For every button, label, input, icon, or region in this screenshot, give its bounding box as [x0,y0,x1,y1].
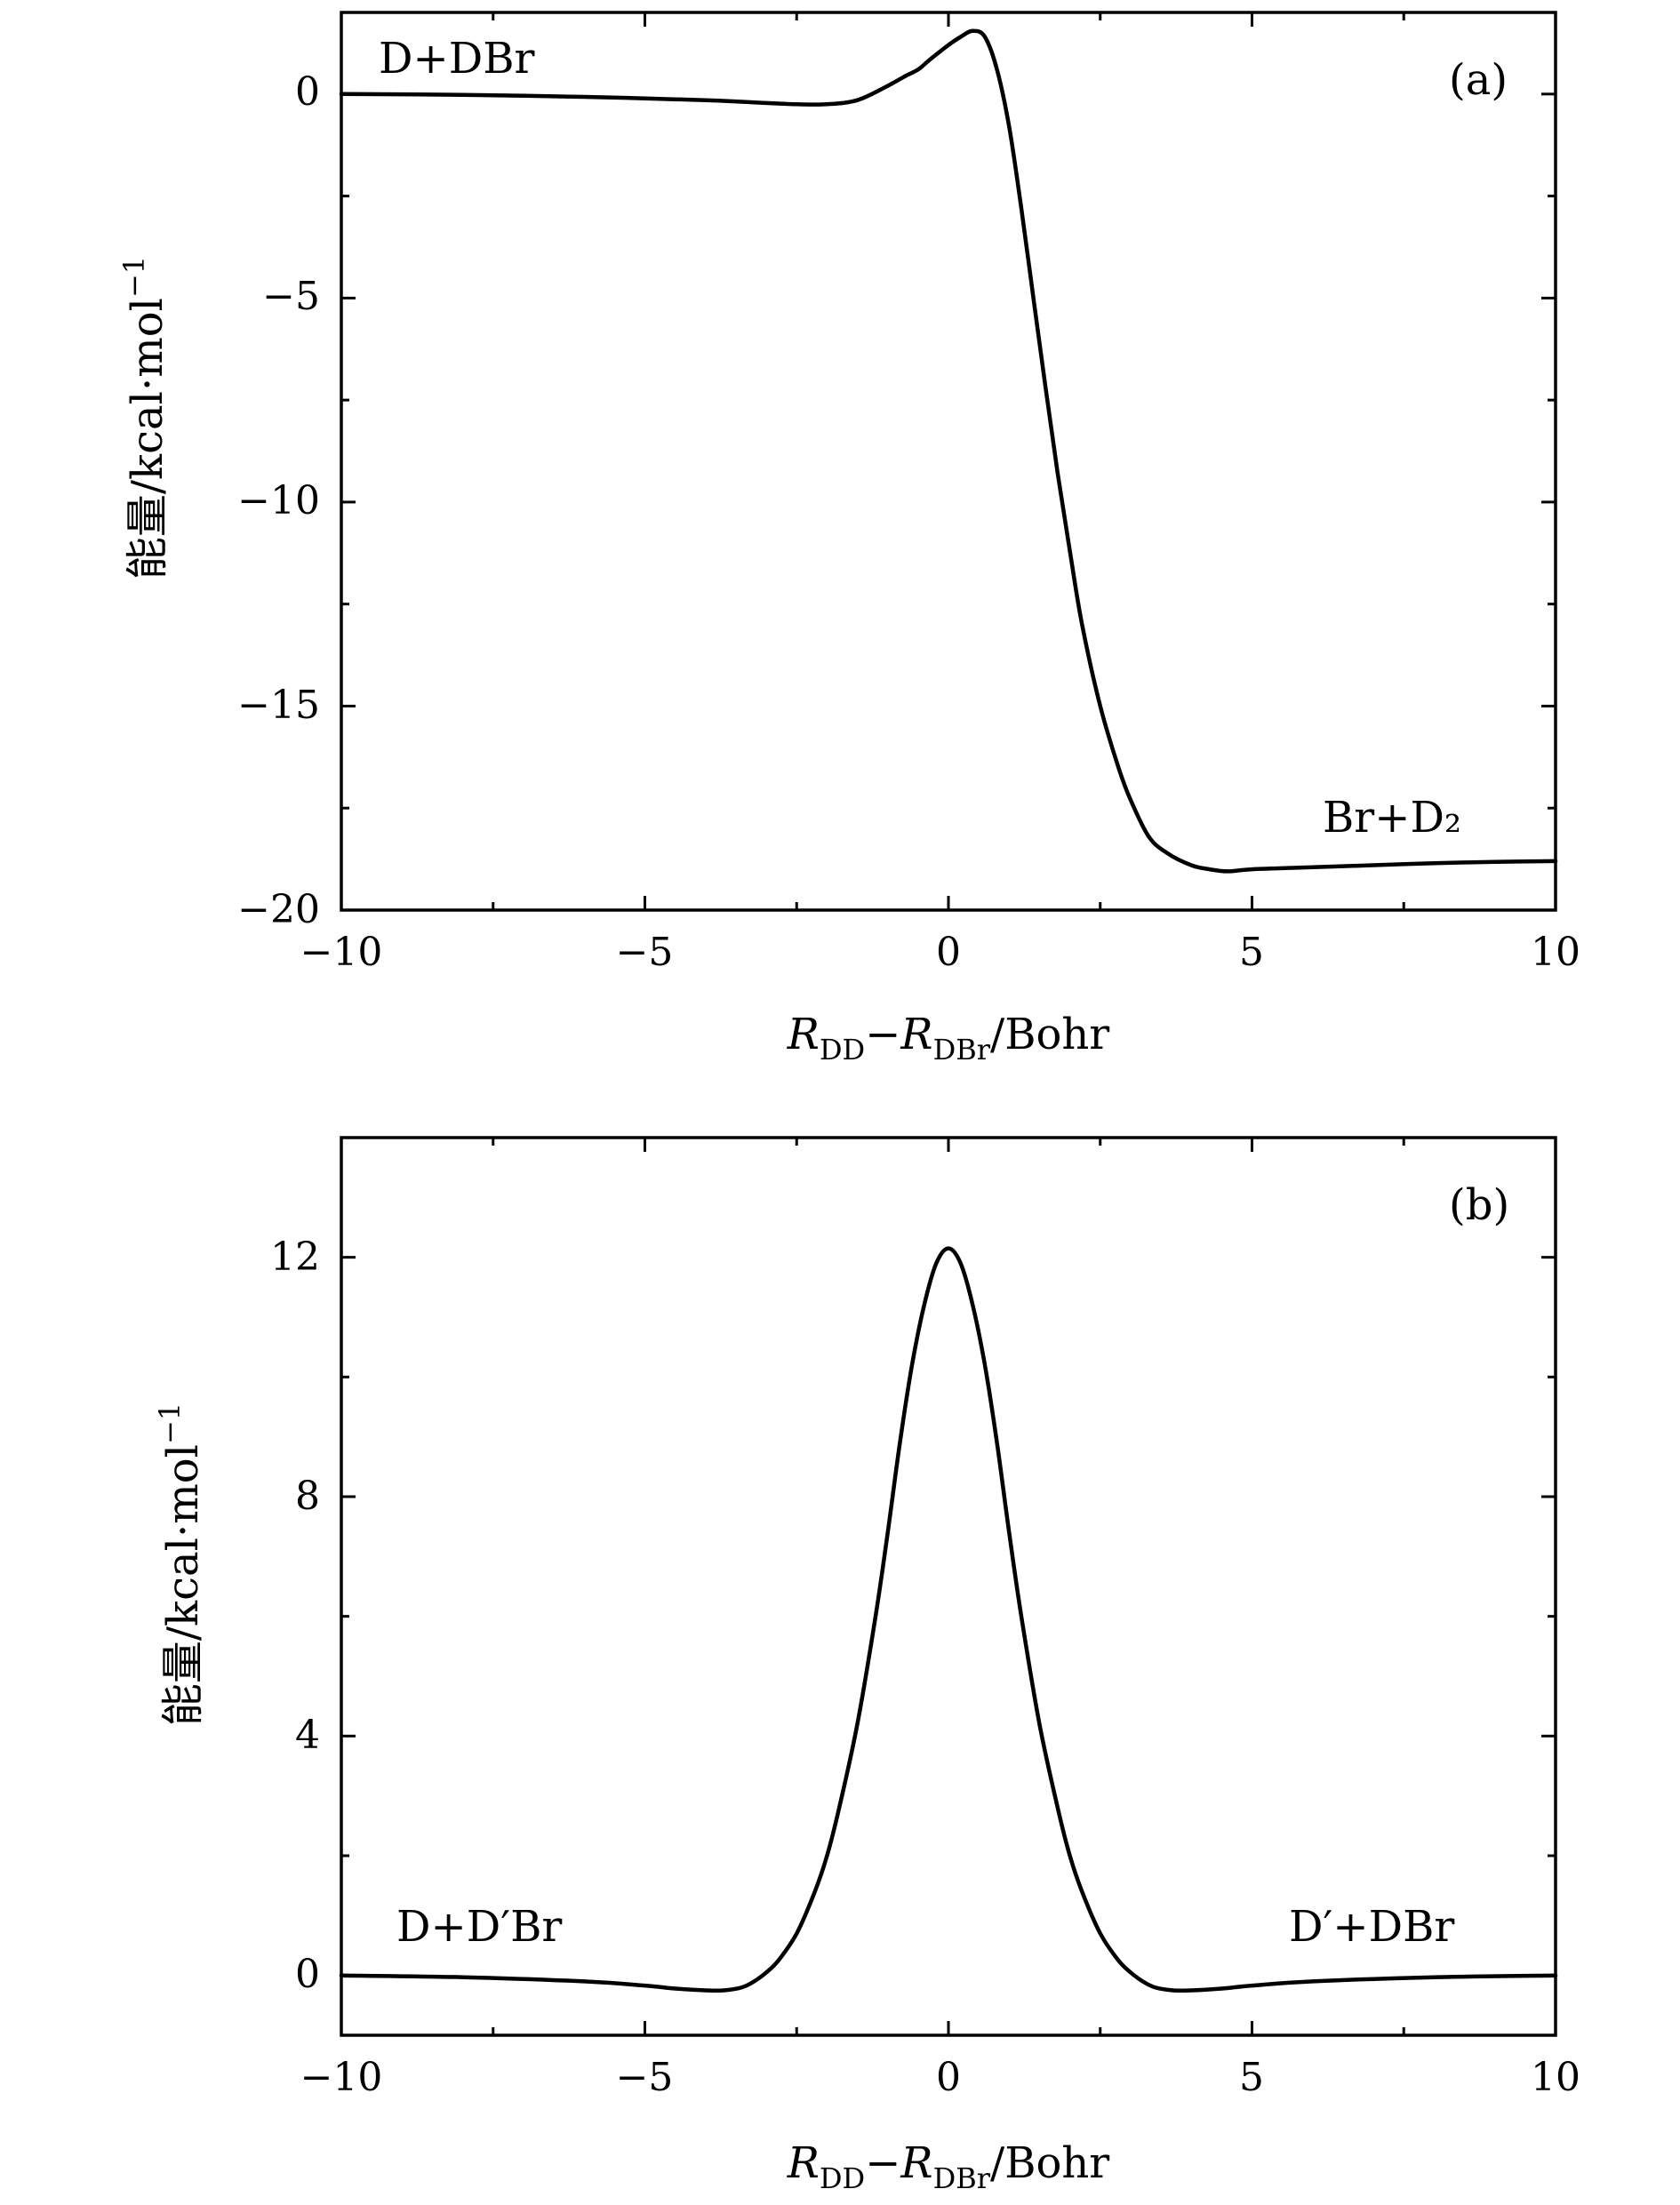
panel-b-x-tick-label-1: −5 [616,2055,674,2100]
panel-a-x-tick-label-3: 5 [1239,930,1264,975]
panel-b-y-tick-label-0: 0 [295,1952,320,1997]
panel-a-plot-frame [340,11,1557,912]
panel-b: 0 4 8 12 −10 −5 0 5 10 D+D′Br D′+DBr (b)… [153,1136,1580,2195]
panel-b-y-tick-label-3: 12 [270,1234,320,1280]
panel-b-ticks [340,1136,1557,2035]
panel-b-y-axis-label: 能量/kcal·mol−1 [153,1402,208,1726]
panel-a-y-tick-label-4: −20 [237,887,320,932]
panel-a: 0 −5 −10 −15 −20 −10 −5 0 5 10 D+DBr Br+… [117,11,1580,1067]
panel-a-x-tick-label-2: 0 [936,930,961,975]
panel-a-annotation-products: Br+D₂ [1323,793,1461,843]
panel-a-x-tick-label-0: −10 [300,930,383,975]
panel-b-curve [339,1246,1558,1993]
panel-b-x-tick-label-4: 10 [1531,2055,1580,2100]
panel-a-y-axis-label: 能量/kcal·mol−1 [117,256,172,579]
panel-b-annotation-left: D+D′Br [396,1902,562,1952]
panel-a-x-axis-label: RDD−RDBr/Bohr [787,1010,1110,1067]
panel-b-x-axis-label: RDD−RDBr/Bohr [787,2138,1110,2195]
panel-b-x-tick-label-2: 0 [936,2055,961,2100]
panel-b-x-tick-label-0: −10 [300,2055,383,2100]
panel-a-x-tick-label-4: 10 [1531,930,1580,975]
panel-a-y-tick-label-3: −15 [237,683,320,728]
panel-a-label: (a) [1449,55,1508,105]
panel-b-annotation-right: D′+DBr [1289,1902,1454,1952]
panel-a-y-tick-label-2: −10 [237,478,320,523]
panel-b-label: (b) [1449,1180,1509,1230]
panel-a-y-tick-label-1: −5 [262,274,320,319]
panel-a-tick-labels: 0 −5 −10 −15 −20 −10 −5 0 5 10 [237,69,1580,975]
panel-a-ticks [340,12,1557,912]
panel-b-y-tick-label-2: 8 [295,1474,320,1519]
panel-b-tick-labels: 0 4 8 12 −10 −5 0 5 10 [270,1234,1580,2100]
panel-a-y-tick-label-0: 0 [295,69,320,115]
panel-a-annotation-reactants: D+DBr [379,34,534,84]
panel-b-plot-frame [340,1136,1557,2037]
panel-b-x-tick-label-3: 5 [1239,2055,1264,2100]
panel-b-y-tick-label-1: 4 [295,1713,320,1758]
panel-a-curve [339,28,1558,874]
panel-a-x-tick-label-1: −5 [616,930,674,975]
